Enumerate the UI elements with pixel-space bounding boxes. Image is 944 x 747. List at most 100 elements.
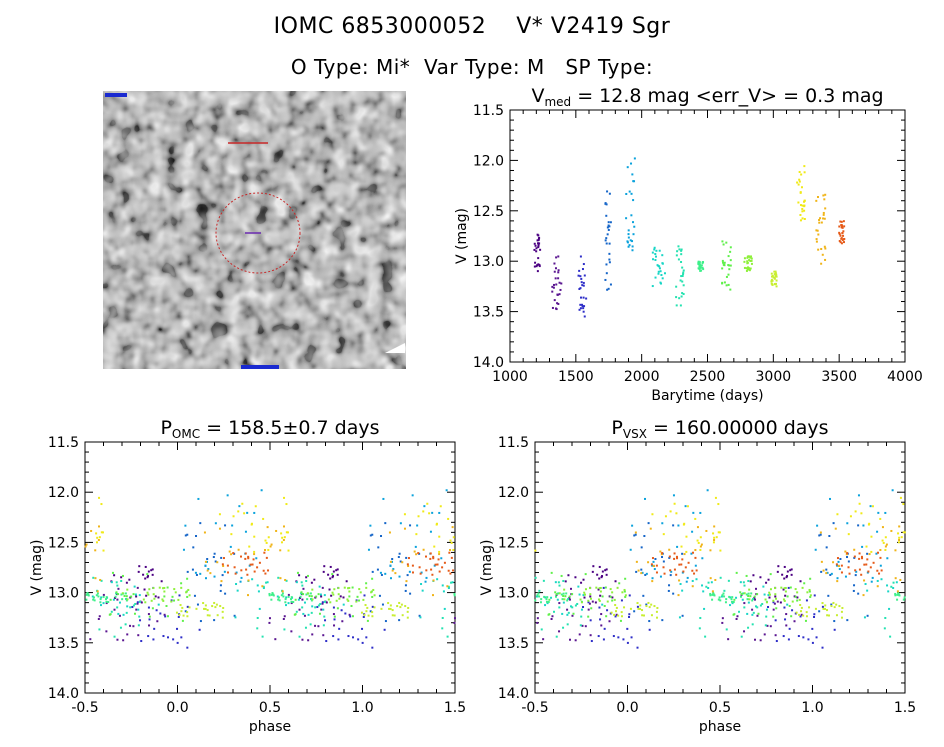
phase-point: [566, 608, 569, 611]
x-tick-label: 1.5: [444, 700, 466, 716]
phase-point: [835, 563, 838, 566]
phase-point: [98, 628, 101, 631]
phase-point: [767, 578, 770, 581]
phase-point: [222, 557, 225, 560]
phase-point: [310, 595, 313, 598]
phase-point: [788, 627, 791, 630]
phase-point: [380, 607, 383, 610]
x-tick-label: 1500: [558, 369, 594, 385]
phase-point: [695, 578, 698, 581]
phase-point: [558, 592, 561, 595]
phase-point: [814, 607, 817, 610]
phase-point: [779, 601, 782, 604]
phase-point: [869, 566, 872, 569]
data-point: [675, 304, 678, 307]
phase-point: [425, 555, 428, 558]
phase-point: [146, 573, 149, 576]
phase-point: [294, 613, 297, 616]
phase-point: [258, 561, 261, 564]
data-point: [838, 233, 841, 236]
phase-point: [249, 563, 252, 566]
phase-point: [367, 548, 370, 551]
data-point: [801, 217, 804, 220]
phase-point: [857, 592, 860, 595]
phase-point: [338, 597, 341, 600]
phase-point: [683, 553, 686, 556]
phase-point: [171, 595, 174, 598]
phase-point: [550, 617, 553, 620]
phase-point: [243, 512, 246, 515]
phase-point: [643, 497, 646, 500]
phase-point: [678, 563, 681, 566]
phase-point: [578, 633, 581, 636]
data-point: [656, 264, 659, 267]
phase-point: [548, 613, 551, 616]
data-point: [653, 248, 656, 251]
x-tick-label: 1.0: [801, 700, 823, 716]
phase-point: [307, 639, 310, 642]
phase-point: [126, 598, 129, 601]
phase-point: [772, 599, 775, 602]
phase-point: [608, 595, 611, 598]
phase-point: [349, 615, 352, 618]
phase-point: [257, 590, 260, 593]
phase-point: [425, 569, 428, 572]
phase-point: [421, 589, 424, 592]
phase-point: [826, 614, 829, 617]
phase-point: [323, 615, 326, 618]
phase-point: [405, 580, 408, 583]
phase-point: [712, 532, 715, 535]
data-point: [774, 270, 777, 273]
data-point: [801, 207, 804, 210]
phase-point: [233, 614, 236, 617]
phase-point: [534, 549, 537, 552]
phase-point: [647, 561, 650, 564]
data-point: [702, 261, 705, 264]
phase-point: [699, 511, 702, 514]
phase-point: [396, 605, 399, 608]
data-point: [818, 221, 821, 224]
data-point: [536, 270, 539, 273]
phase-point: [656, 606, 659, 609]
data-point: [579, 275, 582, 278]
phase-point: [636, 605, 639, 608]
phase-point: [301, 606, 304, 609]
phase-point: [407, 606, 410, 609]
data-point: [697, 260, 700, 263]
phase-point: [98, 536, 101, 539]
phase-point: [806, 591, 809, 594]
phase-point: [224, 524, 227, 527]
phase-point: [837, 565, 840, 568]
phase-point: [285, 596, 288, 599]
phase-point: [204, 564, 207, 567]
data-point: [608, 242, 611, 245]
data-point: [775, 275, 778, 278]
phase-point: [725, 628, 728, 631]
phase-point: [290, 630, 293, 633]
phase-point: [765, 615, 768, 618]
phase-point: [821, 602, 824, 605]
phase-point: [798, 598, 801, 601]
phase-point: [611, 596, 614, 599]
data-point: [628, 244, 631, 247]
phase-point: [317, 625, 320, 628]
phase-point: [300, 581, 303, 584]
phase-point: [90, 529, 93, 532]
phase-point: [791, 600, 794, 603]
phase-point: [774, 634, 777, 637]
data-point: [680, 253, 683, 256]
phase-point: [892, 581, 895, 584]
phase-point: [239, 580, 242, 583]
phase-point: [321, 586, 324, 589]
phase-point: [783, 565, 786, 568]
data-point: [771, 283, 774, 286]
phase-point: [595, 586, 598, 589]
phase-point: [698, 627, 701, 630]
phase-point: [265, 556, 268, 559]
phase-point: [264, 539, 267, 542]
phase-point: [564, 580, 567, 583]
phase-point: [696, 539, 699, 542]
phase-point: [438, 511, 441, 514]
phase-point: [236, 589, 239, 592]
phase-point: [786, 570, 789, 573]
